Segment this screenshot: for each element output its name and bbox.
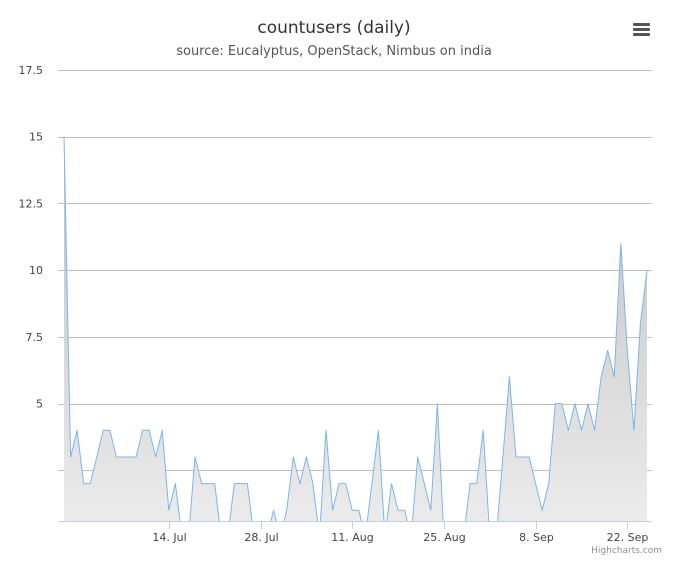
plot-area bbox=[63, 136, 648, 521]
x-tick-label: 28. Jul bbox=[244, 531, 278, 544]
y-tick-label: 15 bbox=[29, 131, 43, 144]
x-tick-label: 22. Sep bbox=[607, 531, 649, 544]
y-tick-label: 10 bbox=[29, 264, 43, 277]
series-line bbox=[63, 136, 648, 521]
x-tick-label: 11. Aug bbox=[331, 531, 373, 544]
series-area bbox=[64, 136, 647, 521]
chart-subtitle: source: Eucalyptus, OpenStack, Nimbus on… bbox=[176, 44, 492, 59]
credits-link[interactable]: Highcharts.com bbox=[591, 546, 662, 556]
y-tick-label: 17.5 bbox=[19, 64, 44, 77]
x-tick-label: 14. Jul bbox=[152, 531, 186, 544]
x-tick-label: 8. Sep bbox=[519, 531, 554, 544]
x-axis: 14. Jul 28. Jul 11. Aug 25. Aug 8. Sep 22. Se… bbox=[58, 521, 652, 544]
x-tick-label: 25. Aug bbox=[423, 531, 465, 544]
chart-title: countusers (daily) bbox=[257, 18, 410, 38]
hamburger-menu-icon bbox=[633, 23, 650, 36]
chart-menu-button[interactable] bbox=[626, 16, 656, 42]
y-tick-label: 7.5 bbox=[26, 331, 44, 344]
y-axis-labels: 5 7.5 10 12.5 15 17.5 bbox=[19, 64, 44, 411]
y-tick-label: 12.5 bbox=[19, 197, 44, 210]
y-tick-label: 5 bbox=[36, 398, 43, 411]
